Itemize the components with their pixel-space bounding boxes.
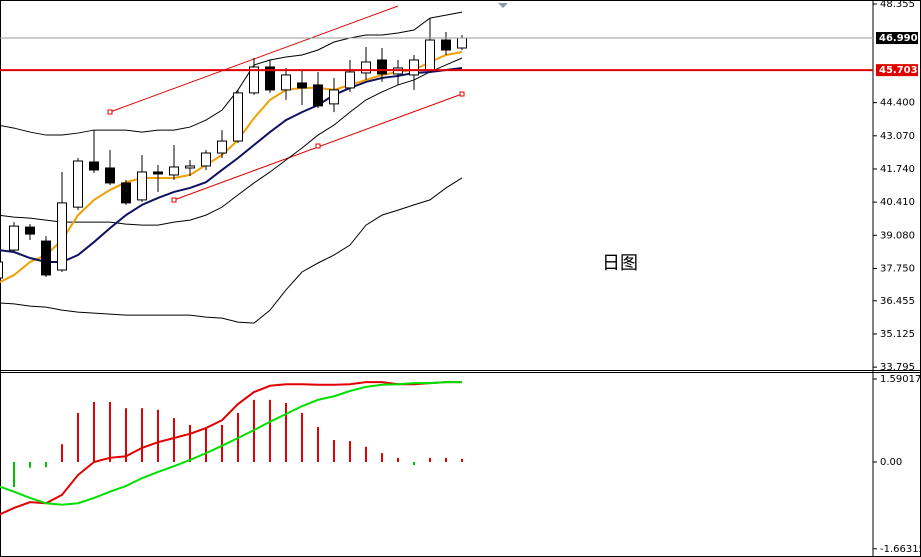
- histogram-bar: [269, 399, 271, 462]
- y-tick-label: 43.070: [880, 131, 915, 142]
- candle-body: [441, 39, 451, 51]
- histogram-bar: [381, 453, 383, 462]
- candle-body: [153, 171, 163, 175]
- candle-body: [9, 225, 19, 251]
- price-label-box: [876, 32, 918, 45]
- histogram-bar: [93, 401, 95, 462]
- indicator-line: [0, 57, 463, 226]
- candle-body: [41, 240, 51, 276]
- indicator-line: [0, 381, 462, 516]
- histogram-bar: [205, 428, 207, 462]
- y-tick-label: 35.125: [880, 329, 915, 340]
- candle-body: [0, 261, 3, 279]
- trend-anchor: [459, 91, 465, 97]
- histogram-bar: [13, 461, 15, 488]
- y-tick-label: 1.59017: [880, 374, 921, 385]
- candle-body: [313, 84, 323, 107]
- candle-body: [169, 166, 179, 176]
- candle-body: [121, 182, 131, 204]
- histogram-bar: [445, 457, 447, 462]
- trend-anchor: [315, 143, 321, 149]
- trend-anchor: [107, 109, 113, 115]
- y-tick-label: 33.795: [880, 362, 915, 373]
- histogram-bar: [189, 424, 191, 462]
- candle-body: [185, 165, 195, 169]
- histogram-bar: [365, 446, 367, 462]
- candle-body: [457, 37, 467, 49]
- price-label: 46.990: [879, 33, 918, 44]
- candle-body: [217, 140, 227, 154]
- annotation: 日图: [602, 253, 638, 274]
- candle-body: [249, 66, 259, 94]
- candle-body: [89, 161, 99, 171]
- histogram-bar: [333, 440, 335, 462]
- price-label-box: [876, 64, 918, 77]
- indicator-line: [0, 381, 462, 506]
- histogram-bar: [45, 461, 47, 468]
- candle-body: [361, 61, 371, 74]
- y-tick-label: 36.455: [880, 296, 915, 307]
- y-tick-label: 48.355: [880, 0, 915, 10]
- histogram-bar: [301, 412, 303, 462]
- y-tick-label: -1.66315: [880, 544, 921, 555]
- candle-body: [73, 160, 83, 208]
- histogram-bar: [77, 412, 79, 462]
- y-tick-label: 40.410: [880, 197, 915, 208]
- histogram-bar: [29, 461, 31, 468]
- indicator-line: [0, 177, 463, 324]
- histogram-bar: [61, 444, 63, 462]
- candle-body: [265, 66, 275, 91]
- histogram-bar: [125, 408, 127, 462]
- y-tick-label: 0.00: [880, 457, 902, 468]
- histogram-bar: [109, 401, 111, 462]
- histogram-bar: [157, 409, 159, 462]
- candle-body: [409, 59, 419, 76]
- candle-body: [377, 59, 387, 75]
- indicator-line: [0, 11, 463, 136]
- histogram-bar: [285, 403, 287, 462]
- candle-body: [281, 74, 291, 91]
- candle-body: [233, 92, 243, 142]
- price-label: 45.703: [879, 65, 918, 76]
- candle-body: [345, 71, 355, 89]
- y-tick-label: 37.750: [880, 263, 915, 274]
- histogram-bar: [349, 441, 351, 462]
- histogram-bar: [413, 461, 415, 466]
- y-tick-label: 39.080: [880, 230, 915, 241]
- candle-body: [25, 226, 35, 235]
- histogram-bar: [173, 418, 175, 462]
- candle-body: [329, 89, 339, 105]
- y-tick-label: 41.740: [880, 164, 915, 175]
- candle-body: [105, 167, 115, 184]
- indicator-line: [0, 66, 463, 264]
- histogram-bar: [461, 458, 463, 462]
- candle-body: [201, 152, 211, 167]
- histogram-bar: [397, 457, 399, 462]
- histogram-bar: [221, 424, 223, 462]
- histogram-bar: [141, 408, 143, 462]
- shift-marker: [498, 3, 508, 8]
- y-tick-label: 44.400: [880, 98, 915, 109]
- candle-body: [57, 202, 67, 271]
- histogram-bar: [317, 427, 319, 462]
- candle-body: [297, 82, 307, 89]
- candle-body: [137, 171, 147, 201]
- trend-anchor: [171, 197, 177, 203]
- histogram-bar: [429, 457, 431, 462]
- candle-body: [425, 39, 435, 71]
